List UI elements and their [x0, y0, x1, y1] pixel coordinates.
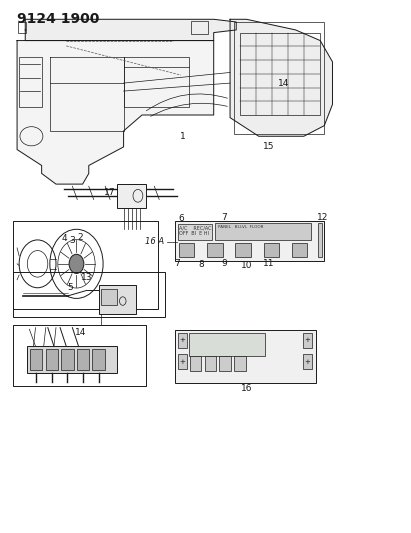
- Bar: [13, 325, 146, 386]
- Bar: [19, 56, 42, 107]
- Bar: [179, 243, 194, 257]
- Bar: [175, 330, 316, 383]
- Bar: [234, 22, 324, 134]
- Bar: [292, 243, 307, 257]
- Ellipse shape: [69, 254, 84, 273]
- Bar: [191, 21, 208, 34]
- Text: +: +: [304, 337, 310, 343]
- Bar: [190, 356, 201, 370]
- Bar: [61, 350, 74, 369]
- Bar: [205, 356, 216, 370]
- Bar: [99, 285, 136, 314]
- Bar: [219, 356, 231, 370]
- Bar: [302, 333, 312, 348]
- Bar: [178, 224, 212, 240]
- Bar: [13, 272, 164, 317]
- Text: 6: 6: [178, 214, 184, 223]
- Bar: [318, 223, 322, 257]
- Text: 14: 14: [278, 78, 289, 87]
- Polygon shape: [17, 41, 214, 184]
- Text: 7: 7: [221, 213, 227, 222]
- Text: A/C    REC/AC: A/C REC/AC: [179, 225, 211, 230]
- Text: PANEL   BI-LVL  FLOOR: PANEL BI-LVL FLOOR: [218, 225, 263, 229]
- Text: +: +: [179, 359, 185, 365]
- Text: 7: 7: [174, 260, 180, 268]
- Text: 17: 17: [104, 188, 115, 197]
- Text: 3: 3: [69, 237, 75, 246]
- Text: +: +: [179, 337, 185, 343]
- Bar: [178, 333, 187, 348]
- Text: 1: 1: [180, 132, 186, 141]
- Text: 16: 16: [241, 384, 252, 393]
- Text: 14: 14: [75, 328, 86, 337]
- Text: 9: 9: [221, 260, 227, 268]
- Text: 10: 10: [241, 261, 252, 270]
- Polygon shape: [25, 19, 236, 41]
- Text: 12: 12: [317, 213, 329, 222]
- Text: 11: 11: [263, 260, 275, 268]
- Bar: [207, 243, 223, 257]
- Text: 16 A: 16 A: [145, 237, 164, 246]
- Text: 13: 13: [81, 273, 92, 281]
- Bar: [77, 350, 89, 369]
- Bar: [240, 33, 320, 115]
- Text: 5: 5: [67, 283, 73, 292]
- Text: 9124 1900: 9124 1900: [17, 12, 99, 27]
- Text: +: +: [304, 359, 310, 365]
- Bar: [30, 350, 42, 369]
- Bar: [18, 22, 26, 33]
- Bar: [118, 184, 146, 208]
- Bar: [175, 221, 324, 261]
- Text: OFF  BI  E HI: OFF BI E HI: [179, 231, 209, 236]
- Bar: [264, 243, 279, 257]
- Text: 8: 8: [199, 261, 204, 269]
- Bar: [27, 346, 118, 373]
- Polygon shape: [230, 19, 332, 136]
- Bar: [92, 350, 105, 369]
- Text: 4: 4: [61, 235, 67, 244]
- Bar: [302, 354, 312, 369]
- Bar: [101, 289, 118, 305]
- Bar: [46, 350, 58, 369]
- Bar: [189, 334, 265, 356]
- Bar: [178, 354, 187, 369]
- Bar: [236, 243, 251, 257]
- Text: 2: 2: [78, 233, 83, 242]
- Bar: [13, 221, 158, 309]
- Bar: [215, 223, 311, 240]
- Text: 15: 15: [263, 142, 275, 151]
- Bar: [234, 356, 246, 370]
